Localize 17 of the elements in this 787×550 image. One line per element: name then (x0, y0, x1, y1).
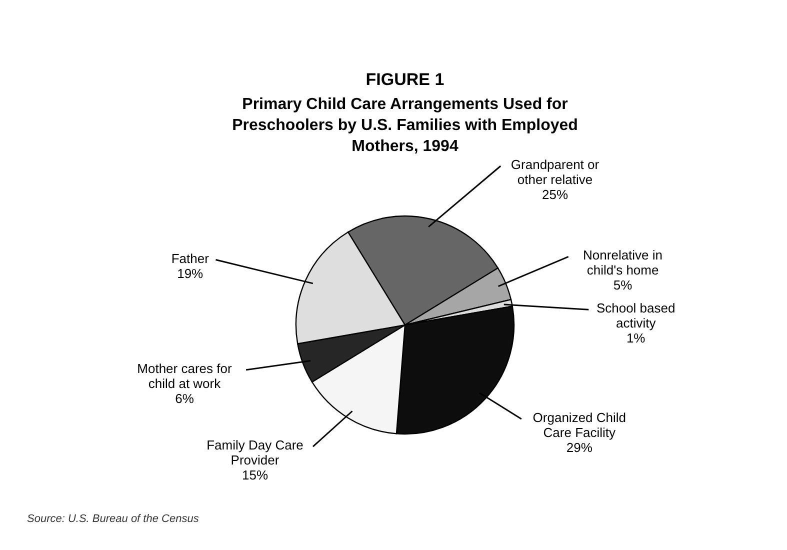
data-label: 29% (566, 440, 593, 455)
slice-label: Organized Child Care Facility (532, 410, 626, 440)
slice-label: Father (171, 250, 210, 266)
slice-label: Family Day Care Provider (206, 438, 304, 468)
chart-title: FIGURE 1 (366, 70, 444, 89)
chart-subtitle: Primary Child Care Arrangements Used for Preschoolers by U.S. Families with Employed Mothers, 1994 (232, 96, 578, 155)
data-label: 19% (177, 266, 204, 281)
slice-label: Grandparent or other relative (510, 156, 600, 187)
data-label: 25% (542, 186, 568, 202)
data-label: 5% (613, 278, 633, 293)
slice-label: Nonrelative in child's home (583, 248, 663, 278)
data-label: 6% (175, 390, 194, 406)
slice-label: School based activity (596, 300, 676, 331)
data-label: 1% (626, 330, 646, 346)
slice-label: Mother cares for child at work (137, 360, 232, 391)
data-label: 15% (242, 468, 268, 483)
source-note: Source: U.S. Bureau of the Census (27, 513, 200, 525)
